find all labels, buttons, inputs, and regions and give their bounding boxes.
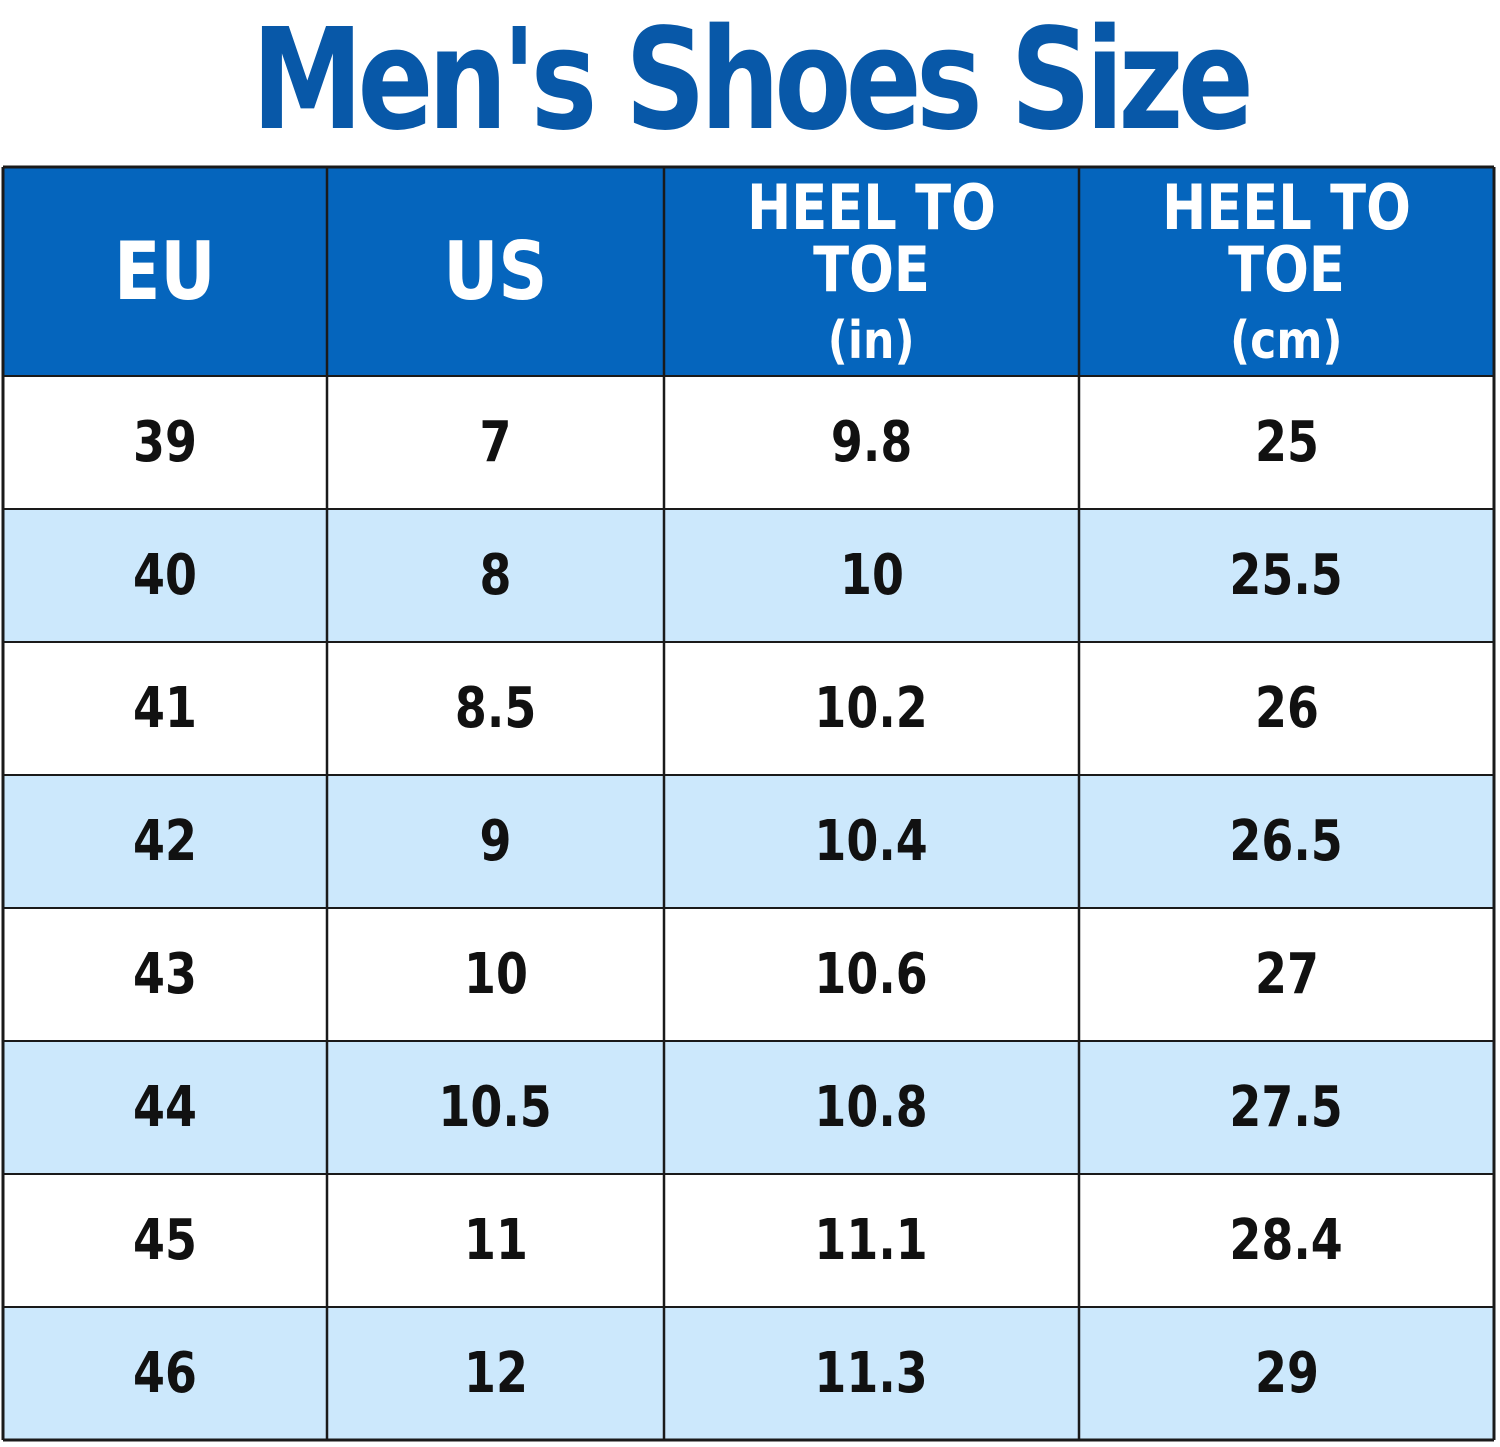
row-background [3,1041,1494,1174]
table-cell: 25.5 [1079,509,1494,642]
row-background [3,1174,1494,1307]
cell-value: 27 [1254,942,1319,1007]
cell-value: 9.8 [830,410,913,475]
cell-value: 10.2 [814,676,929,741]
cell-value: 10.6 [814,942,929,1007]
cell-value: 11.3 [814,1341,929,1406]
cell-value: 26.5 [1229,809,1344,874]
header-label: HEEL TO TOE [1162,170,1411,306]
header-unit: (cm) [1230,310,1343,371]
row-background [3,642,1494,775]
cell-value: 10 [839,543,904,608]
cell-value: 42 [133,809,197,874]
table-cell: 39 [3,376,327,509]
table-cell: 11.3 [664,1307,1079,1440]
table-cell: 11 [327,1174,664,1307]
table-cell: 10.2 [664,642,1079,775]
cell-value: 8.5 [454,676,537,741]
header-cell: HEEL TO TOE (in) [664,167,1079,376]
table-cell: 40 [3,509,327,642]
cell-value: 41 [133,676,197,741]
cell-value: 10 [463,942,528,1007]
table-cell: 46 [3,1307,327,1440]
header-unit: (in) [827,310,916,371]
cell-value: 9 [479,809,512,874]
table-cell: 25 [1079,376,1494,509]
row-background [3,1307,1494,1440]
row-background [3,775,1494,908]
table-cell: 41 [3,642,327,775]
row-background [3,376,1494,509]
cell-value: 8 [479,543,512,608]
table-cell: 8 [327,509,664,642]
cell-value: 26 [1254,676,1319,741]
table-cell: 27 [1079,908,1494,1041]
header-cell: HEEL TO TOE (cm) [1079,167,1494,376]
cell-value: 28.4 [1229,1208,1344,1273]
table-cell: 45 [3,1174,327,1307]
cell-value: 10.8 [814,1075,929,1140]
table-cell: 44 [3,1041,327,1174]
table-cell: 7 [327,376,664,509]
table-cell: 12 [327,1307,664,1440]
table-cell: 10.5 [327,1041,664,1174]
table-cell: 42 [3,775,327,908]
cell-value: 40 [133,543,197,608]
table-cell: 9 [327,775,664,908]
cell-value: 25.5 [1229,543,1344,608]
header-background [3,167,1494,376]
table-cell: 10 [664,509,1079,642]
table-cell: 29 [1079,1307,1494,1440]
table-cell: 26 [1079,642,1494,775]
header-cell: EU [3,167,327,376]
table-cell: 43 [3,908,327,1041]
header-cell: US [327,167,664,376]
table-cell: 27.5 [1079,1041,1494,1174]
row-background [3,908,1494,1041]
cell-value: 44 [133,1075,197,1140]
chart-title: Men's Shoes Size [251,0,1254,162]
table-cell: 10.6 [664,908,1079,1041]
row-background [3,509,1494,642]
header-label: US [443,224,548,318]
cell-value: 39 [133,410,197,475]
cell-value: 11 [463,1208,528,1273]
table-cell: 28.4 [1079,1174,1494,1307]
table-cell: 11.1 [664,1174,1079,1307]
cell-value: 10.5 [438,1075,553,1140]
cell-value: 11.1 [814,1208,929,1273]
cell-value: 10.4 [814,809,929,874]
table-cell: 26.5 [1079,775,1494,908]
cell-value: 27.5 [1229,1075,1344,1140]
header-label: EU [114,224,216,318]
table-cell: 10 [327,908,664,1041]
cell-value: 43 [133,942,197,1007]
table-cell: 10.8 [664,1041,1079,1174]
cell-value: 45 [133,1208,197,1273]
cell-value: 46 [133,1341,197,1406]
cell-value: 29 [1254,1341,1319,1406]
table-cell: 8.5 [327,642,664,775]
header-label: HEEL TO TOE [747,170,996,306]
cell-value: 12 [463,1341,528,1406]
table-cell: 10.4 [664,775,1079,908]
table-cell: 9.8 [664,376,1079,509]
cell-value: 7 [479,410,512,475]
cell-value: 25 [1254,410,1319,475]
